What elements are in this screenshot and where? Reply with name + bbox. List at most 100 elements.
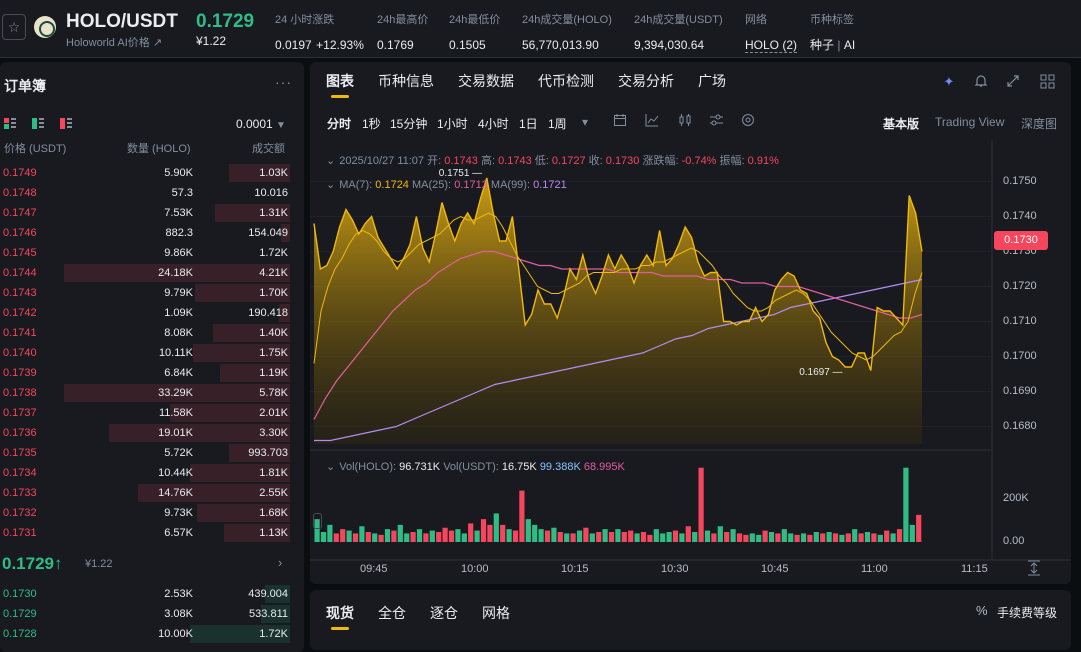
depth-bar <box>265 585 290 603</box>
indicator-icon[interactable] <box>644 113 660 129</box>
ask-price: 0.1749 <box>3 167 37 179</box>
orderbook-both-view-icon[interactable] <box>4 118 16 129</box>
bid-price: 0.1730 <box>3 588 37 600</box>
tf-1s[interactable]: 1秒 <box>362 117 381 131</box>
depth-bar <box>190 464 290 482</box>
depth-bar <box>215 204 290 222</box>
stat-coin-tags[interactable]: 币种标签 种子 | AI <box>810 14 856 52</box>
ask-row[interactable]: 0.1749 5.90K 1.03K <box>0 163 290 183</box>
ask-qty: 9.73K <box>164 507 193 519</box>
chevron-right-icon[interactable]: › <box>278 555 283 570</box>
mid-price[interactable]: 0.1729↑ <box>2 554 63 573</box>
volume-bar <box>813 532 819 542</box>
orderbook-bids-view-icon[interactable] <box>32 118 44 129</box>
volume-bar <box>672 530 679 542</box>
bell-icon[interactable] <box>973 74 989 90</box>
volume-bar <box>839 534 845 542</box>
ask-row[interactable]: 0.1739 6.84K 1.19K <box>0 363 290 383</box>
view-depth[interactable]: 深度图 <box>1021 117 1058 131</box>
bid-row[interactable]: 0.1729 3.08K 533.811 <box>0 604 290 624</box>
volume-bar <box>749 533 755 542</box>
ask-total: 1.40K <box>259 327 288 339</box>
tab-grid[interactable]: 网格 <box>482 605 510 621</box>
depth-bar <box>219 364 290 382</box>
ask-row[interactable]: 0.1741 8.08K 1.40K <box>0 323 290 343</box>
tf-1h[interactable]: 1小时 <box>437 117 468 131</box>
orderbook-asks-view-icon[interactable] <box>60 118 72 129</box>
collapse-left-icon[interactable]: › <box>313 513 322 529</box>
chart-canvas[interactable]: 0.1751 — 0.1697 — <box>310 140 1071 584</box>
ask-row[interactable]: 0.1747 7.53K 1.31K <box>0 203 290 223</box>
volume-bar <box>314 519 320 542</box>
tab-trade-data[interactable]: 交易数据 <box>458 73 514 89</box>
ask-qty: 882.3 <box>165 227 193 239</box>
ask-price: 0.1734 <box>3 467 37 479</box>
ask-qty: 1.09K <box>164 307 193 319</box>
ask-row[interactable]: 0.1742 1.09K 190.418 <box>0 303 290 323</box>
tf-1w[interactable]: 1周 <box>548 117 567 131</box>
ask-row[interactable]: 0.1735 5.72K 993.703 <box>0 443 290 463</box>
candle-style-icon[interactable] <box>677 113 693 129</box>
tab-isolated[interactable]: 逐仓 <box>430 605 458 621</box>
calendar-icon[interactable] <box>612 113 628 129</box>
ask-row[interactable]: 0.1733 14.76K 2.55K <box>0 483 290 503</box>
ask-row[interactable]: 0.1748 57.3 10.016 <box>0 183 290 203</box>
tf-timeline[interactable]: 分时 <box>327 117 352 131</box>
tab-coin-info[interactable]: 币种信息 <box>378 73 434 89</box>
pair-title[interactable]: HOLO/USDT <box>66 11 178 32</box>
ask-qty: 10.11K <box>158 347 193 359</box>
orderbook-more-icon[interactable]: ··· <box>275 74 292 90</box>
expand-icon[interactable] <box>1005 74 1021 90</box>
ask-row[interactable]: 0.1738 33.29K 5.78K <box>0 383 290 403</box>
ask-row[interactable]: 0.1736 19.01K 3.30K <box>0 423 290 443</box>
ask-row[interactable]: 0.1731 6.57K 1.13K <box>0 523 290 543</box>
tab-trade-analysis[interactable]: 交易分析 <box>618 73 674 89</box>
ask-row[interactable]: 0.1746 882.3 154.049 <box>0 223 290 243</box>
bid-row[interactable]: 0.1730 2.53K 439.004 <box>0 584 290 604</box>
tab-token-check[interactable]: 代币检测 <box>538 73 594 89</box>
coin-info-link[interactable]: Holoworld AI价格 ↗ <box>66 37 163 49</box>
tf-1d[interactable]: 1日 <box>519 117 538 131</box>
ask-row[interactable]: 0.1740 10.11K 1.75K <box>0 343 290 363</box>
tab-square[interactable]: 广场 <box>698 73 726 89</box>
fee-level-link[interactable]: 手续费等级 <box>997 606 1058 620</box>
tf-4h[interactable]: 4小时 <box>478 117 509 131</box>
volume-bar <box>890 533 896 542</box>
stat-network[interactable]: 网络 HOLO (2) <box>745 14 798 53</box>
tab-chart[interactable]: 图表 <box>326 73 354 89</box>
tab-spot[interactable]: 现货 <box>326 605 354 621</box>
favorite-star-icon[interactable]: ☆ <box>2 14 26 40</box>
view-basic[interactable]: 基本版 <box>883 117 920 131</box>
grid-icon[interactable] <box>1039 74 1055 90</box>
ask-row[interactable]: 0.1734 10.44K 1.81K <box>0 463 290 483</box>
precision-select[interactable]: 0.0001 ▼ <box>236 117 286 131</box>
depth-bar <box>63 384 290 402</box>
sparkle-icon[interactable]: ✦ <box>943 74 955 89</box>
volume-bar <box>634 533 640 542</box>
tf-dropdown-icon[interactable]: ▾ <box>582 115 589 129</box>
ask-row[interactable]: 0.1745 9.86K 1.72K <box>0 243 290 263</box>
volume-bar <box>730 529 736 542</box>
settings-sliders-icon[interactable] <box>708 113 724 129</box>
ask-qty: 5.90K <box>164 167 193 179</box>
ask-row[interactable]: 0.1743 9.79K 1.70K <box>0 283 290 303</box>
tf-15m[interactable]: 15分钟 <box>390 117 428 131</box>
bid-qty: 10.00K <box>158 628 193 640</box>
volume-bar <box>653 529 659 542</box>
ask-row[interactable]: 0.1732 9.73K 1.68K <box>0 503 290 523</box>
tab-cross[interactable]: 全仓 <box>378 605 406 621</box>
view-tradingview[interactable]: Trading View <box>935 115 1005 129</box>
col-header-price: 价格 (USDT) <box>4 143 67 155</box>
depth-bar <box>170 404 290 422</box>
volume-bar <box>429 530 435 542</box>
percent-icon[interactable]: % <box>976 603 988 618</box>
volume-bar <box>877 534 883 542</box>
ask-total: 2.01K <box>259 407 288 419</box>
ask-row[interactable]: 0.1737 11.58K 2.01K <box>0 403 290 423</box>
volume-bar <box>532 524 538 542</box>
chart-settings-icon[interactable] <box>740 113 756 129</box>
fit-screen-icon[interactable] <box>1027 560 1041 576</box>
col-header-qty: 数量 (HOLO) <box>127 143 191 155</box>
ask-row[interactable]: 0.1744 24.18K 4.21K <box>0 263 290 283</box>
bid-row[interactable]: 0.1728 10.00K 1.72K <box>0 624 290 644</box>
